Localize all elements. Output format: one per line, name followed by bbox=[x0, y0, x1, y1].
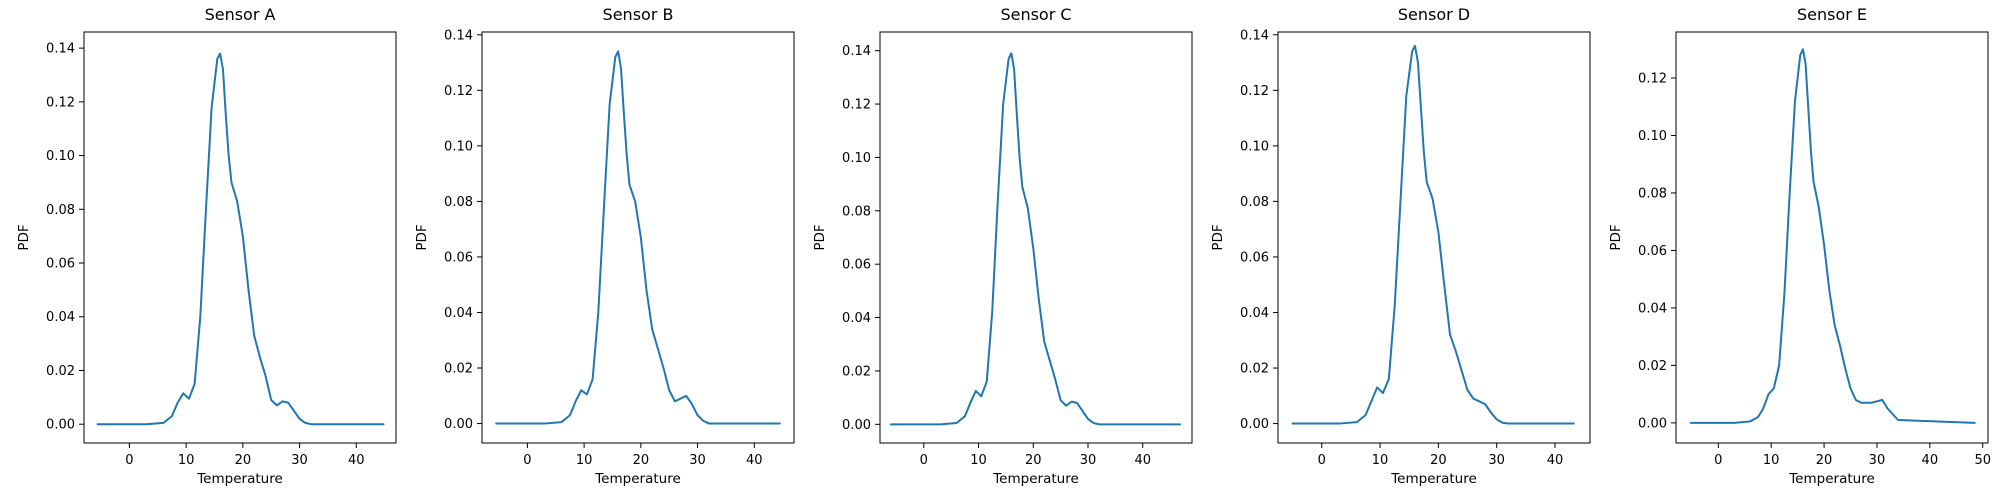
y-tick-label: 0.12 bbox=[1240, 84, 1269, 99]
y-tick-label: 0.00 bbox=[444, 417, 473, 432]
chart-title: Sensor E bbox=[1797, 5, 1867, 24]
x-tick-label: 10 bbox=[576, 453, 593, 468]
series-line bbox=[1689, 48, 1976, 424]
y-tick-label: 0.10 bbox=[1240, 139, 1269, 154]
x-tick-label: 0 bbox=[1318, 453, 1326, 468]
chart-panel-3: Sensor C 0.00 0.02 0.04 0.06 0.08 0.10 0.12 0.14… bbox=[812, 5, 1193, 487]
y-tick-label: 0.10 bbox=[444, 139, 473, 154]
x-tick-label: 50 bbox=[1974, 453, 1991, 468]
x-tick-label: 40 bbox=[1134, 453, 1151, 468]
y-tick-label: 0.06 bbox=[1240, 250, 1269, 265]
x-tick-label: 30 bbox=[1488, 453, 1505, 468]
y-tick-label: 0.02 bbox=[1638, 359, 1667, 374]
y-tick-label: 0.04 bbox=[444, 306, 473, 321]
x-tick-label: 30 bbox=[689, 453, 706, 468]
x-tick-label: 10 bbox=[1372, 453, 1389, 468]
y-tick-label: 0.08 bbox=[1638, 186, 1667, 201]
x-tick-label: 20 bbox=[1430, 453, 1447, 468]
x-tick-label: 0 bbox=[125, 453, 133, 468]
y-tick-label: 0.08 bbox=[842, 204, 871, 219]
chart-title: Sensor A bbox=[205, 5, 276, 24]
x-tick-label: 40 bbox=[1922, 453, 1939, 468]
plot-frame bbox=[1277, 31, 1591, 444]
y-axis-label: PDF bbox=[16, 224, 32, 250]
plot-frame bbox=[879, 31, 1193, 444]
y-tick-label: 0.14 bbox=[1240, 28, 1269, 43]
chart-title: Sensor D bbox=[1398, 5, 1470, 24]
y-tick-label: 0.04 bbox=[46, 310, 75, 325]
x-axis-label: Temperature bbox=[594, 471, 681, 487]
y-tick-label: 0.10 bbox=[842, 151, 871, 166]
x-tick-label: 0 bbox=[523, 453, 531, 468]
y-tick-label: 0.06 bbox=[1638, 244, 1667, 259]
y-tick-label: 0.02 bbox=[842, 364, 871, 379]
x-tick-label: 20 bbox=[1816, 453, 1833, 468]
y-axis-label: PDF bbox=[812, 224, 828, 250]
y-tick-label: 0.02 bbox=[46, 364, 75, 379]
chart-panel-1: Sensor A 0.00 0.02 0.04 0.06 0.08 0.10 0.12 0.14… bbox=[16, 5, 397, 487]
x-tick-label: 30 bbox=[1080, 453, 1097, 468]
y-tick-label: 0.12 bbox=[1638, 71, 1667, 86]
x-tick-label: 20 bbox=[1025, 453, 1042, 468]
y-tick-label: 0.12 bbox=[46, 95, 75, 110]
y-tick-label: 0.00 bbox=[1638, 416, 1667, 431]
series-line bbox=[1291, 44, 1575, 425]
plot-frame bbox=[83, 31, 397, 444]
chart-title: Sensor B bbox=[603, 5, 674, 24]
y-tick-label: 0.00 bbox=[842, 418, 871, 433]
y-axis-label: PDF bbox=[414, 224, 430, 250]
y-tick-label: 0.06 bbox=[46, 257, 75, 272]
plot-frame bbox=[481, 31, 795, 444]
x-axis-label: Temperature bbox=[196, 471, 283, 487]
y-tick-label: 0.12 bbox=[842, 98, 871, 113]
y-tick-label: 0.00 bbox=[46, 418, 75, 433]
x-axis-label: Temperature bbox=[1788, 471, 1875, 487]
y-tick-label: 0.10 bbox=[46, 149, 75, 164]
x-tick-label: 0 bbox=[1714, 453, 1722, 468]
x-tick-label: 30 bbox=[1869, 453, 1886, 468]
y-tick-label: 0.02 bbox=[1240, 362, 1269, 377]
y-tick-label: 0.00 bbox=[1240, 417, 1269, 432]
chart-panel-2: Sensor B 0.00 0.02 0.04 0.06 0.08 0.10 0.12 0.14… bbox=[414, 5, 795, 487]
series-line bbox=[96, 52, 385, 426]
series-line bbox=[889, 52, 1181, 426]
x-axis-label: Temperature bbox=[1390, 471, 1477, 487]
x-tick-label: 30 bbox=[291, 453, 308, 468]
y-tick-label: 0.08 bbox=[444, 195, 473, 210]
y-tick-label: 0.14 bbox=[46, 42, 75, 57]
y-tick-label: 0.06 bbox=[444, 250, 473, 265]
y-axis-label: PDF bbox=[1210, 224, 1226, 250]
x-tick-label: 0 bbox=[920, 453, 928, 468]
y-tick-label: 0.10 bbox=[1638, 129, 1667, 144]
x-axis-label: Temperature bbox=[992, 471, 1079, 487]
x-tick-label: 10 bbox=[1763, 453, 1780, 468]
y-axis-label: PDF bbox=[1608, 224, 1624, 250]
y-tick-label: 0.08 bbox=[46, 203, 75, 218]
y-tick-label: 0.04 bbox=[1240, 306, 1269, 321]
chart-panel-4: Sensor D 0.00 0.02 0.04 0.06 0.08 0.10 0.12 0.14… bbox=[1210, 5, 1591, 487]
y-tick-label: 0.14 bbox=[842, 44, 871, 59]
chart-title: Sensor C bbox=[1000, 5, 1071, 24]
y-tick-label: 0.14 bbox=[444, 28, 473, 43]
chart-panel-5: Sensor E 0.00 0.02 0.04 0.06 0.08 0.10 0.12 0 10 2… bbox=[1608, 5, 1991, 487]
x-tick-label: 40 bbox=[746, 453, 763, 468]
plot-frame bbox=[1675, 31, 1989, 444]
y-tick-label: 0.08 bbox=[1240, 195, 1269, 210]
y-tick-label: 0.04 bbox=[1638, 301, 1667, 316]
x-tick-label: 20 bbox=[235, 453, 252, 468]
y-tick-label: 0.06 bbox=[842, 258, 871, 273]
y-tick-label: 0.02 bbox=[444, 362, 473, 377]
x-tick-label: 40 bbox=[1547, 453, 1564, 468]
series-line bbox=[495, 50, 781, 425]
y-tick-label: 0.12 bbox=[444, 84, 473, 99]
x-tick-label: 40 bbox=[348, 453, 365, 468]
x-tick-label: 20 bbox=[633, 453, 650, 468]
x-tick-label: 10 bbox=[178, 453, 195, 468]
y-tick-label: 0.04 bbox=[842, 311, 871, 326]
x-tick-label: 10 bbox=[970, 453, 987, 468]
